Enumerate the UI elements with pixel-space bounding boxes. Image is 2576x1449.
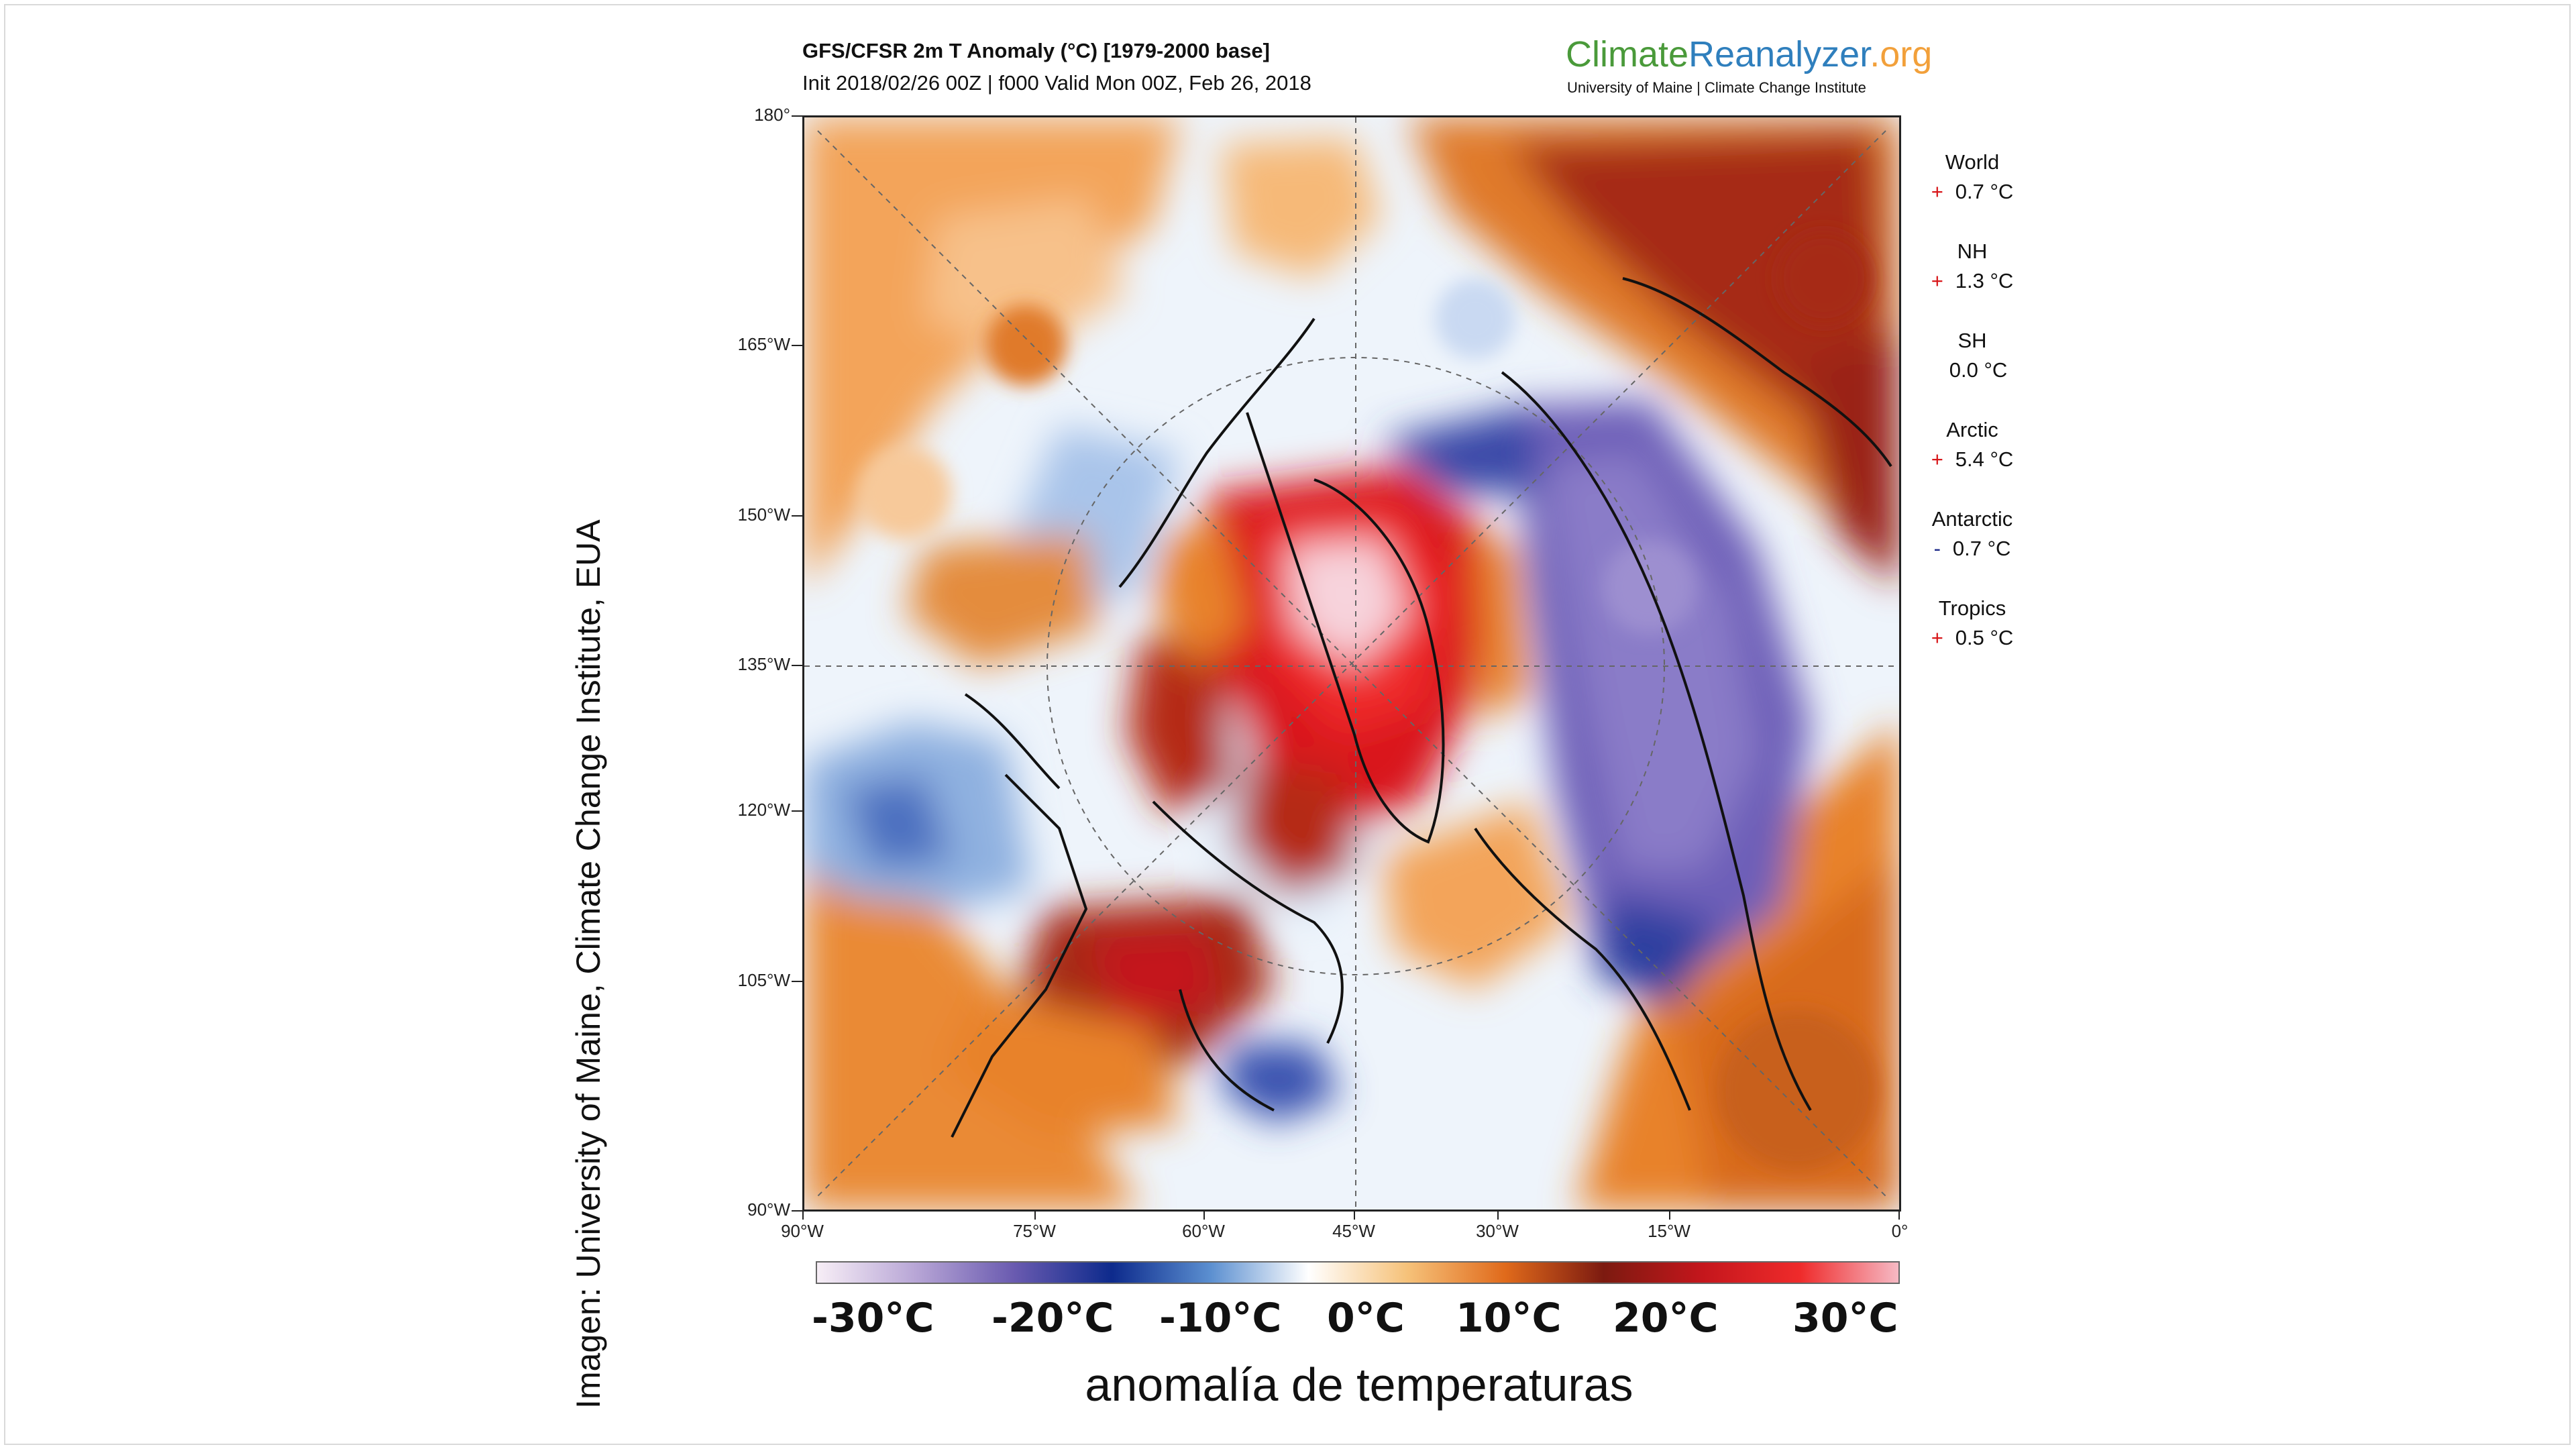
stat-value: 0.0 °C [1949,358,2008,382]
stat-sign: + [1931,626,1943,649]
stat-value: 0.7 °C [1955,180,2014,203]
anomaly-map-canvas [804,117,1899,1210]
stat-value: 0.5 °C [1955,626,2014,649]
stat-value: 0.7 °C [1952,537,2011,560]
lat-tick [792,515,802,517]
stat-world: World +0.7 °C [1912,148,2033,237]
colorbar-label: -20°C [991,1295,1114,1342]
lat-tick [792,345,802,346]
brand-part2: Reanalyzer [1688,34,1870,74]
colorbar-caption: anomalía de temperaturas [1085,1358,1633,1411]
stat-tropics: Tropics +0.5 °C [1912,594,2033,683]
stat-sign: - [1933,537,1941,560]
lon-label-6: 0° [1891,1221,1909,1241]
lon-tick [1669,1212,1670,1220]
lon-label-0: 90°W [781,1221,824,1241]
lat-tick [792,810,802,812]
lon-tick [1354,1212,1355,1220]
anomaly-fields [804,117,1899,1210]
lat-label-3: 135°W [737,654,790,674]
stat-value: 5.4 °C [1955,447,2014,471]
regional-anomaly-stats: World +0.7 °C NH +1.3 °C SH 0.0 °C Arcti… [1912,148,2033,683]
lon-label-4: 30°W [1476,1221,1519,1241]
stat-region: Antarctic [1931,507,2013,531]
map-subtitle: Init 2018/02/26 00Z | f000 Valid Mon 00Z… [802,71,1311,95]
lat-tick [792,1210,802,1212]
colorbar-label: -10°C [1159,1295,1282,1342]
stat-region: World [1945,150,2000,174]
stat-sh: SH 0.0 °C [1912,326,2033,415]
colorbar-labels: -30°C -20°C -10°C 0°C 10°C 20°C 30°C [802,1295,1916,1348]
stat-sign: + [1931,447,1943,471]
image-frame [4,4,2571,1445]
lon-tick [1034,1212,1036,1220]
map-title: GFS/CFSR 2m T Anomaly (°C) [1979-2000 ba… [802,39,1270,62]
lat-label-1: 165°W [737,334,790,354]
stat-sign [1937,358,1949,382]
lat-label-4: 120°W [737,800,790,820]
lat-label-0: 180° [754,105,790,125]
colorbar-label: 10°C [1456,1295,1562,1342]
brand-part3: .org [1870,34,1933,74]
stat-arctic: Arctic +5.4 °C [1912,415,2033,504]
lon-label-2: 60°W [1182,1221,1225,1241]
lat-tick [792,981,802,982]
lon-tick [1203,1212,1205,1220]
colorbar-label: 0°C [1327,1295,1405,1342]
colorbar-label: 20°C [1613,1295,1719,1342]
coastlines [951,277,1892,1138]
stat-sign: + [1931,180,1943,203]
stat-antarctic: Antarctic -0.7 °C [1912,504,2033,594]
lon-tick [1497,1212,1499,1220]
lon-tick [802,1212,804,1220]
stat-nh: NH +1.3 °C [1912,237,2033,326]
stat-region: Tropics [1938,596,2006,620]
temperature-colorbar [816,1261,1900,1284]
brand-part1: Climate [1566,34,1689,74]
brand-logo: ClimateReanalyzer.org [1566,34,1932,75]
lat-tick [792,115,802,117]
stat-region: Arctic [1946,418,1998,441]
lon-label-5: 15°W [1648,1221,1690,1241]
anomaly-details [858,231,1878,1171]
graticule [804,117,1899,1210]
colorbar-label: -30°C [812,1295,934,1342]
colorbar-label: 30°C [1792,1295,1898,1342]
stat-value: 1.3 °C [1955,269,2014,292]
lat-label-5: 105°W [737,970,790,990]
lat-label-2: 150°W [737,504,790,525]
lon-label-1: 75°W [1013,1221,1056,1241]
lat-label-6: 90°W [747,1199,790,1220]
stat-sign: + [1931,269,1943,292]
lat-tick [792,665,802,666]
brand-subtitle: University of Maine | Climate Change Ins… [1567,79,1866,96]
stat-region: SH [1957,329,1987,352]
anomaly-map [802,115,1901,1212]
image-credit: Imagen: University of Maine, Climate Cha… [570,519,607,1409]
lon-tick [1898,1212,1900,1220]
stat-region: NH [1957,239,1988,263]
lon-label-3: 45°W [1332,1221,1375,1241]
